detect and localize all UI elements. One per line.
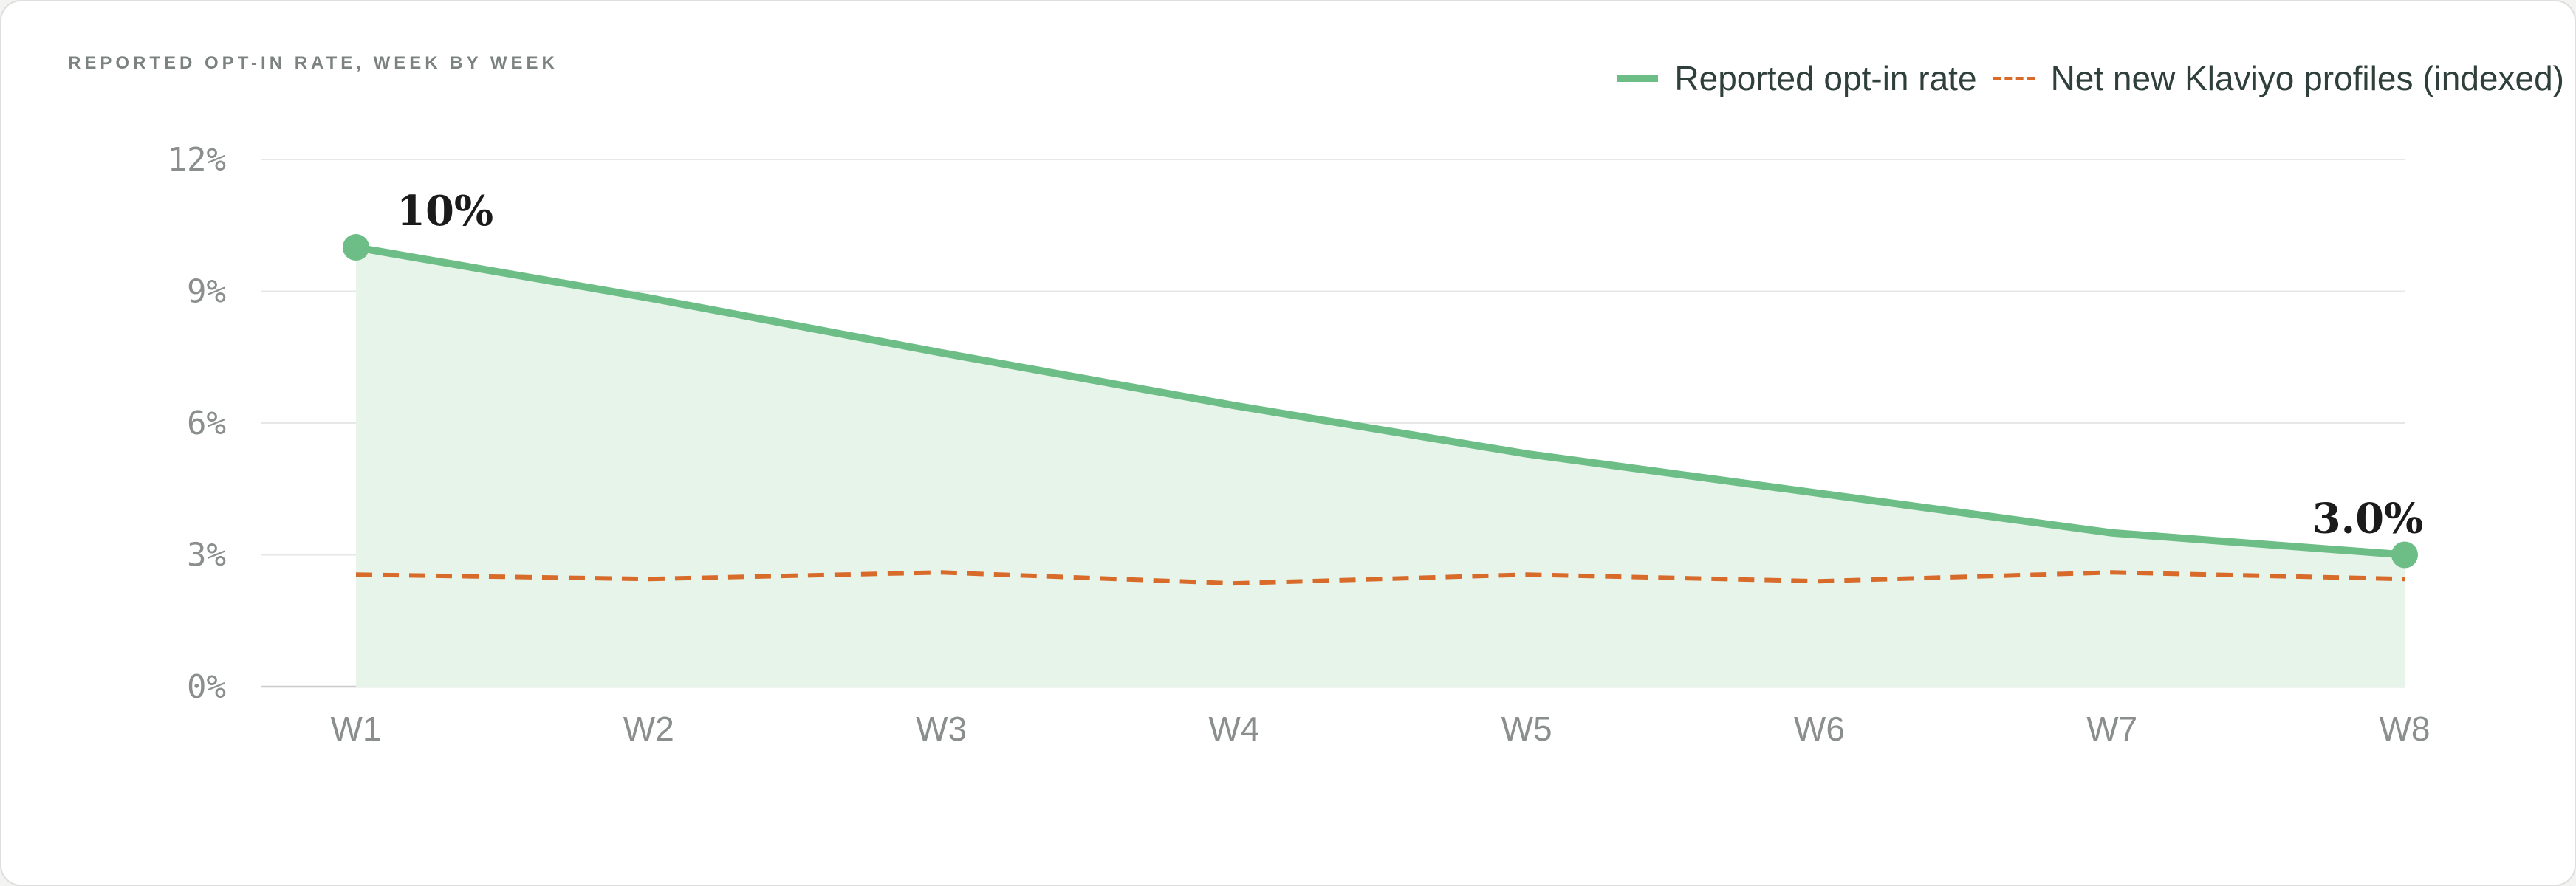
legend-item-opt-in-rate: Reported opt-in rate [1617,58,1977,98]
y-tick-label: 12% [168,141,226,179]
data-label: 10% [397,187,493,236]
x-tick-label: W8 [2380,710,2431,748]
opt-in-rate-line [352,244,2408,559]
x-tick-label: W1 [331,710,382,748]
y-tick-label: 3% [187,537,226,574]
klaviyo-profiles-dashed-line [355,570,2405,586]
x-tick-label: W7 [2086,710,2137,748]
chart-legend: Reported opt-in rate Net new Klaviyo pro… [1600,55,2564,102]
x-tick-label: W3 [916,710,967,748]
legend-swatch-dashed-line [1993,76,2035,80]
x-tick-label: W4 [1208,710,1259,748]
opt-in-rate-point [2391,541,2418,569]
y-tick-label: 6% [187,405,226,442]
chart-title: REPORTED OPT-IN RATE, WEEK BY WEEK [68,53,558,73]
legend-item-klaviyo-profiles: Net new Klaviyo profiles (indexed) [1993,58,2564,98]
data-label: 3.0% [2312,495,2424,543]
y-tick-label: 9% [187,273,226,311]
legend-label-opt-in-rate: Reported opt-in rate [1674,59,1977,97]
legend-swatch-solid-line [1617,75,1659,82]
x-tick-label: W5 [1501,710,1552,748]
y-tick-label: 0% [187,668,226,706]
opt-in-rate-point [343,234,369,261]
legend-label-klaviyo-profiles: Net new Klaviyo profiles (indexed) [2050,59,2564,97]
x-tick-label: W6 [1794,710,1845,748]
opt-in-rate-area-fill [356,247,2405,687]
x-tick-label: W2 [623,710,674,748]
